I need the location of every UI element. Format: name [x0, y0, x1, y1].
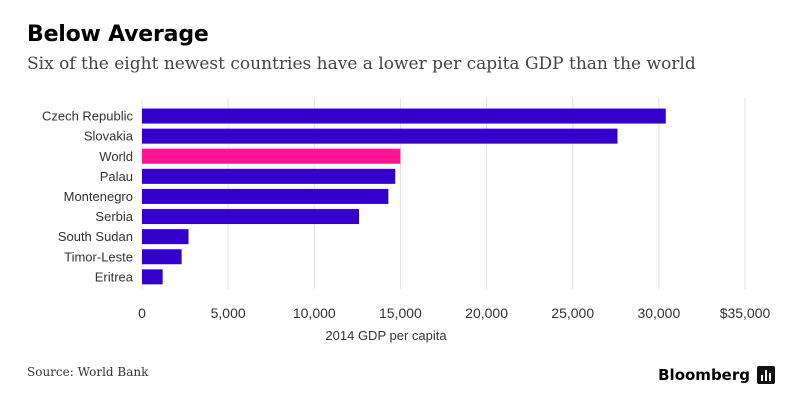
bar-slovakia: [142, 128, 618, 144]
x-tick-label: $35,000: [720, 305, 771, 321]
category-label: Slovakia: [84, 129, 134, 144]
category-label: Palau: [100, 169, 133, 184]
x-tick-label: 0: [138, 305, 146, 321]
bars: [142, 108, 666, 285]
x-tick-label: 20,000: [465, 305, 508, 321]
x-tick-label: 15,000: [379, 305, 422, 321]
chart-subtitle: Six of the eight newest countries have a…: [27, 54, 696, 74]
bar-palau: [142, 168, 396, 184]
bar-timor-leste: [142, 249, 182, 265]
bar-south-sudan: [142, 229, 189, 245]
chart-title: Below Average: [27, 22, 209, 47]
x-axis-label: 2014 GDP per capita: [325, 328, 447, 343]
bloomberg-chart-icon: [757, 366, 775, 384]
x-tick-label: 25,000: [551, 305, 594, 321]
category-label: Eritrea: [95, 269, 134, 284]
category-label: Montenegro: [64, 189, 133, 204]
bar-serbia: [142, 209, 360, 225]
category-label: Serbia: [95, 209, 133, 224]
tick-labels: 0 5,000 10,000 15,000 20,000 25,000 30,000 $35,…: [138, 305, 770, 321]
source-note: Source: World Bank: [27, 365, 149, 379]
brand-logo-text: Bloomberg: [658, 366, 750, 384]
category-label: World: [99, 149, 133, 164]
bar-eritrea: [142, 269, 163, 285]
category-label: Timor-Leste: [64, 249, 133, 264]
bar-world: [142, 148, 401, 164]
bar-czech-republic: [142, 108, 666, 124]
x-tick-label: 30,000: [637, 305, 680, 321]
category-label: South Sudan: [58, 229, 133, 244]
bar-montenegro: [142, 188, 389, 204]
category-labels: Czech Republic Slovakia World Palau Monteneg…: [42, 109, 134, 285]
x-tick-label: 5,000: [211, 305, 246, 321]
x-tick-label: 10,000: [293, 305, 336, 321]
category-label: Czech Republic: [42, 109, 134, 124]
